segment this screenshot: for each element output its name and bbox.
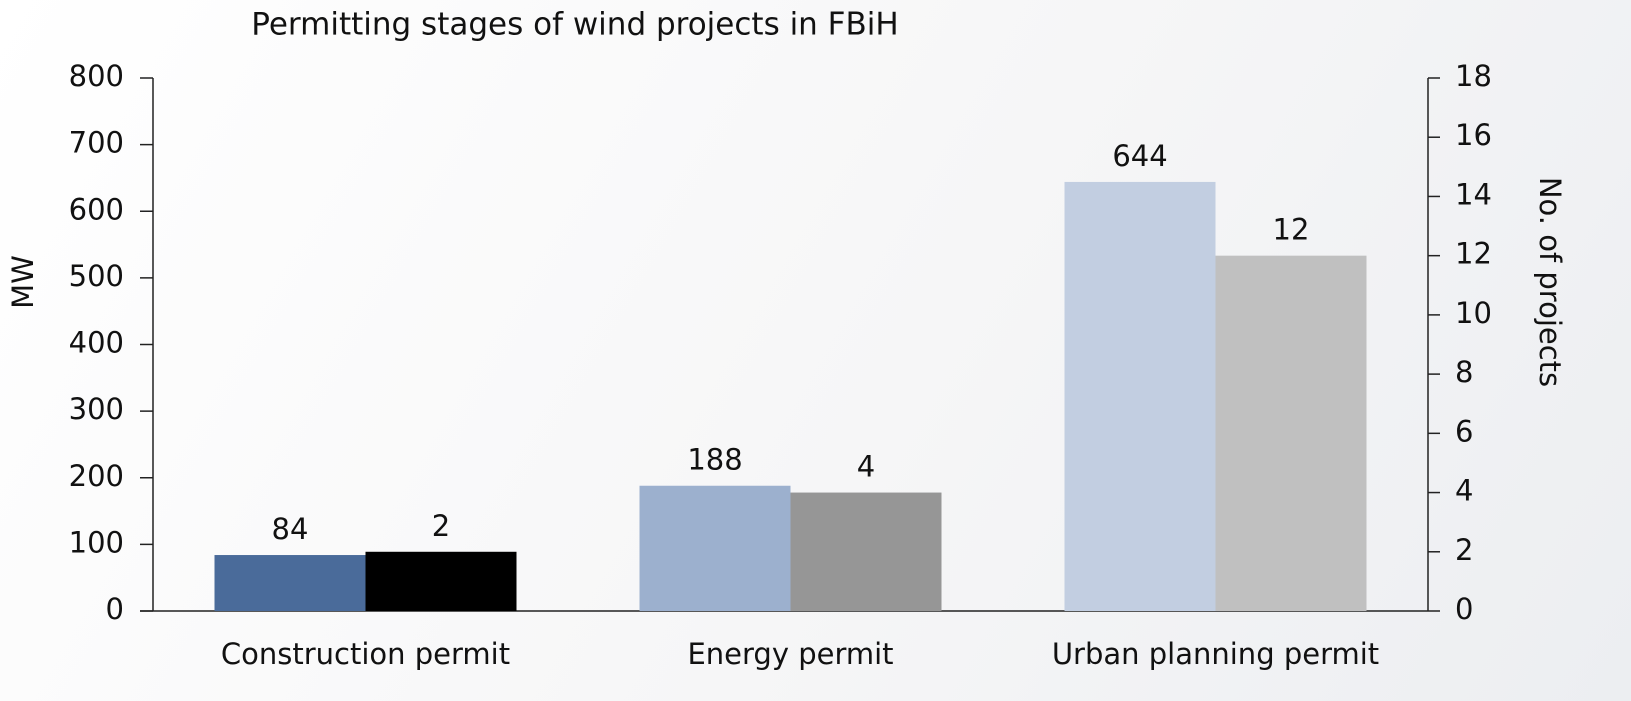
bar [214,555,366,611]
y2-tick-label: 0 [1455,592,1473,626]
bar [790,492,942,611]
y-tick-label: 800 [69,59,124,93]
y2-tick-label: 4 [1455,474,1473,508]
x-tick-label: Urban planning permit [1052,637,1379,671]
y-tick-label: 400 [69,326,124,360]
y-tick-label: 0 [106,592,124,626]
x-tick-label: Construction permit [221,637,510,671]
y2-tick-label: 12 [1455,237,1492,271]
bar [639,485,791,611]
data-label: 12 [1273,213,1310,247]
y-tick-label: 500 [69,259,124,293]
y-tick-label: 200 [69,459,124,493]
x-tick-label: Energy permit [687,637,893,671]
data-label: 2 [432,509,450,543]
y2-tick-label: 6 [1455,414,1473,448]
y2-tick-label: 10 [1455,296,1492,330]
bar [365,551,517,611]
y2-tick-label: 8 [1455,355,1473,389]
data-label: 84 [272,512,309,546]
y-tick-label: 300 [69,392,124,426]
y2-tick-label: 2 [1455,533,1473,567]
y2-tick-label: 16 [1455,118,1492,152]
y2-axis-label: No. of projects [1533,177,1567,387]
y-axis-label: MW [6,255,40,309]
y-tick-label: 700 [69,126,124,160]
data-label: 188 [687,443,742,477]
y2-tick-label: 14 [1455,177,1492,211]
bar [1215,255,1367,611]
chart-title: Permitting stages of wind projects in FB… [251,7,898,43]
data-label: 4 [857,450,875,484]
bar [1064,181,1216,611]
data-label: 644 [1112,139,1167,173]
y-tick-label: 100 [69,525,124,559]
y2-tick-label: 18 [1455,59,1492,93]
y-tick-label: 600 [69,192,124,226]
